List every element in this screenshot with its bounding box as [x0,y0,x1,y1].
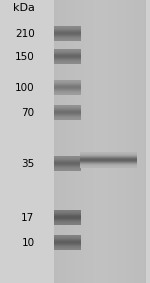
Text: kDa: kDa [13,3,34,14]
FancyBboxPatch shape [54,0,146,283]
Text: 100: 100 [15,83,34,93]
Text: 17: 17 [21,213,34,223]
Text: 150: 150 [15,52,34,62]
Text: 70: 70 [21,108,34,118]
Text: 210: 210 [15,29,34,39]
Text: 35: 35 [21,159,34,169]
Text: 10: 10 [21,238,34,248]
